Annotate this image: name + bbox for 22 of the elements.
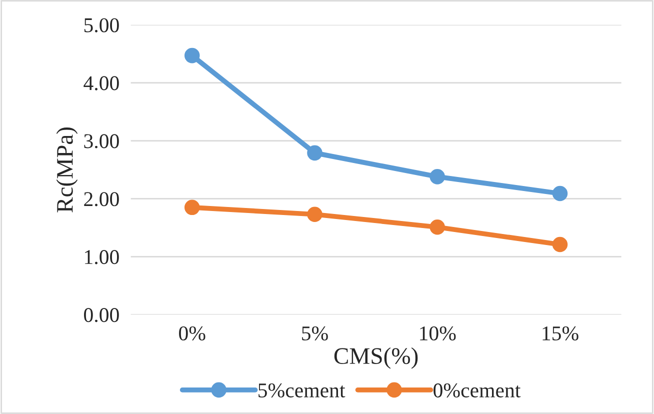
point <box>307 206 322 222</box>
y-tick-label: 3.00 <box>84 134 119 148</box>
y-tick-label: 2.00 <box>84 192 119 206</box>
point <box>184 200 200 216</box>
point <box>307 145 322 161</box>
point <box>184 48 200 64</box>
point <box>430 219 445 235</box>
point <box>430 169 445 184</box>
legend-label: 5%cement <box>258 383 346 398</box>
point <box>552 236 568 252</box>
x-tick-label: 0% <box>179 326 206 340</box>
y-tick-label: 1.00 <box>85 250 119 264</box>
y-axis-title: Rc(MPa) <box>56 128 78 212</box>
y-tick-label: 5.00 <box>84 18 119 32</box>
y-tick-label: 4.00 <box>84 76 119 90</box>
x-axis-title: CMS(%) <box>334 347 418 369</box>
point <box>552 186 568 202</box>
x-tick-label: 5% <box>302 326 328 340</box>
x-tick-label: 10% <box>420 326 456 340</box>
legend-label: 0%cement <box>434 383 521 398</box>
x-tick-label: 15% <box>542 326 578 340</box>
y-tick-label: 0.00 <box>84 308 119 322</box>
